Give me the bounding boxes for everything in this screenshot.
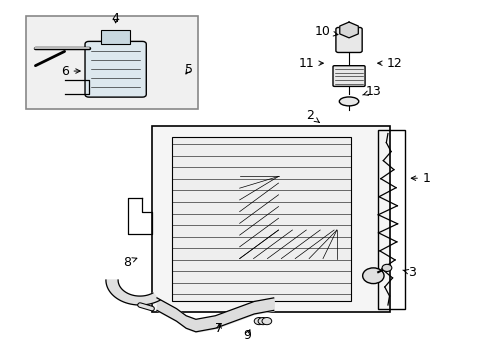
Bar bbox=[171, 137, 351, 301]
Text: 6: 6 bbox=[61, 64, 80, 77]
Polygon shape bbox=[106, 280, 160, 305]
Text: 13: 13 bbox=[362, 85, 381, 98]
Bar bbox=[377, 130, 404, 309]
Text: 1: 1 bbox=[410, 172, 430, 185]
Bar bbox=[101, 30, 130, 44]
Text: 10: 10 bbox=[314, 25, 337, 38]
Ellipse shape bbox=[339, 97, 358, 106]
Bar bbox=[152, 126, 389, 312]
Text: 3: 3 bbox=[402, 266, 415, 279]
Text: 4: 4 bbox=[111, 12, 120, 25]
Bar bbox=[26, 16, 198, 109]
FancyBboxPatch shape bbox=[335, 27, 362, 53]
Text: 12: 12 bbox=[377, 57, 401, 70]
FancyBboxPatch shape bbox=[332, 66, 365, 86]
Text: 8: 8 bbox=[122, 256, 137, 269]
Circle shape bbox=[258, 318, 267, 325]
Circle shape bbox=[362, 268, 383, 284]
Circle shape bbox=[254, 318, 264, 325]
Text: 9: 9 bbox=[243, 329, 250, 342]
FancyBboxPatch shape bbox=[85, 41, 146, 97]
Text: 5: 5 bbox=[184, 63, 192, 76]
Text: 2: 2 bbox=[305, 109, 319, 122]
Circle shape bbox=[381, 264, 391, 271]
Text: 11: 11 bbox=[298, 57, 323, 70]
Polygon shape bbox=[339, 22, 358, 38]
Circle shape bbox=[262, 318, 271, 325]
Text: 7: 7 bbox=[215, 323, 223, 336]
